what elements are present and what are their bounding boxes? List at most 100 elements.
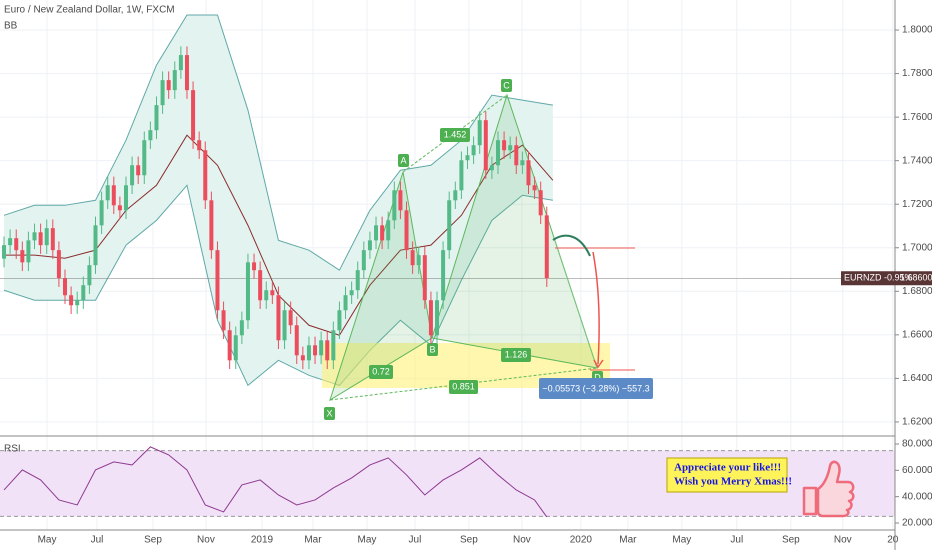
x-tick-label: Nov <box>834 535 852 546</box>
rsi-tick-label: 80.0000 <box>902 439 932 450</box>
bb-fill <box>4 15 553 386</box>
point-label: X <box>326 408 332 418</box>
candle-body <box>392 190 397 221</box>
candle-body <box>14 238 19 251</box>
candle-body <box>191 90 196 141</box>
y-tick-label: 1.78000 <box>902 68 932 79</box>
candle-body <box>87 265 92 286</box>
x-tick-label: Nov <box>513 535 531 546</box>
candle-body <box>142 140 147 176</box>
candle-body <box>160 80 165 106</box>
candle-body <box>306 345 311 361</box>
candle-body <box>380 225 385 241</box>
x-tick-label: 2020 <box>570 535 593 546</box>
candle-body <box>453 190 458 201</box>
x-tick-label: Mar <box>304 535 322 546</box>
candle-body <box>184 55 189 91</box>
candle-body <box>69 295 74 306</box>
ratio-box <box>501 348 531 362</box>
y-tick-label: 1.76000 <box>902 112 932 123</box>
measure-box <box>539 378 653 399</box>
x-tick-label: May <box>357 535 376 546</box>
candle-body <box>197 140 202 151</box>
candle-body <box>374 225 379 241</box>
x-tick-label: May <box>38 535 57 546</box>
candle-body <box>313 345 318 356</box>
candle-body <box>447 200 452 251</box>
candle-body <box>63 278 68 296</box>
candle-body <box>276 295 281 341</box>
ratio-box <box>449 380 478 394</box>
candle-body <box>294 325 299 356</box>
candle-body <box>422 255 427 301</box>
candle-body <box>233 335 238 361</box>
x-tick-label: Mar <box>619 535 637 546</box>
candle-body <box>325 340 330 361</box>
candle-body <box>319 340 324 356</box>
candle-body <box>209 200 214 251</box>
candle-body <box>349 290 354 296</box>
candle-body <box>288 310 293 326</box>
candle-body <box>56 250 61 279</box>
x-tick-label: Jul <box>730 535 743 546</box>
candle-body <box>258 270 263 301</box>
candle-body <box>514 145 519 166</box>
candle-body <box>477 120 482 146</box>
y-tick-label: 1.64000 <box>902 373 932 384</box>
ratio-box <box>440 128 470 142</box>
candle-body <box>130 165 135 186</box>
rsi-tick-label: 60.0000 <box>902 465 932 476</box>
x-tick-label: Sep <box>782 535 800 546</box>
candle-body <box>2 245 7 259</box>
candle-body <box>239 320 244 336</box>
candle-body <box>50 228 55 251</box>
forecast-arrow <box>592 251 600 365</box>
x-tick-label: Nov <box>197 535 215 546</box>
point-box <box>501 79 512 92</box>
ratio-label: 0.72 <box>372 366 390 376</box>
candle-body <box>245 262 250 321</box>
candle-body <box>386 220 391 241</box>
point-box <box>324 407 335 420</box>
candle-body <box>367 240 372 251</box>
candle-body <box>221 310 226 331</box>
candle-body <box>32 232 37 241</box>
x-tick-label: Sep <box>144 535 162 546</box>
measure-label: −0.05573 (−3.28%) −557.3 <box>542 383 649 393</box>
x-tick-label: Jul <box>409 535 422 546</box>
candle-body <box>465 155 470 161</box>
candle-body <box>105 185 110 201</box>
candle-body <box>148 130 153 141</box>
x-tick-label: 20 <box>887 535 899 546</box>
candle-body <box>520 160 525 166</box>
sticker-text: Wish you Merry Xmas!!! <box>674 476 792 488</box>
candle-body <box>26 240 31 263</box>
rsi-title: RSI <box>4 444 21 455</box>
candle-body <box>300 355 305 361</box>
x-tick-label: Jul <box>91 535 104 546</box>
x-tick-label: May <box>672 535 691 546</box>
candle-body <box>441 250 446 301</box>
x-tick-label: 2019 <box>251 535 274 546</box>
candle-body <box>215 250 220 311</box>
candle-body <box>270 290 275 296</box>
candle-body <box>136 165 141 176</box>
rsi-line <box>3 446 548 518</box>
candle-body <box>495 140 500 166</box>
candle-body <box>398 190 403 211</box>
chart-title: Euro / New Zealand Dollar, 1W, FXCM <box>4 5 175 16</box>
ratio-box <box>369 365 393 379</box>
bb-lower <box>3 184 553 387</box>
candle-body <box>459 160 464 191</box>
candle-body <box>20 250 25 263</box>
rsi-tick-label: 40.0000 <box>902 491 932 502</box>
candle-body <box>471 145 476 156</box>
last-price-label: 1.68600 <box>900 273 932 283</box>
candle-body <box>416 255 421 266</box>
candle-body <box>282 310 287 341</box>
candle-body <box>154 105 159 131</box>
candle-body <box>93 225 98 266</box>
candle-body <box>532 185 537 191</box>
candle-body <box>178 55 183 71</box>
x-tick-label: Sep <box>460 535 478 546</box>
